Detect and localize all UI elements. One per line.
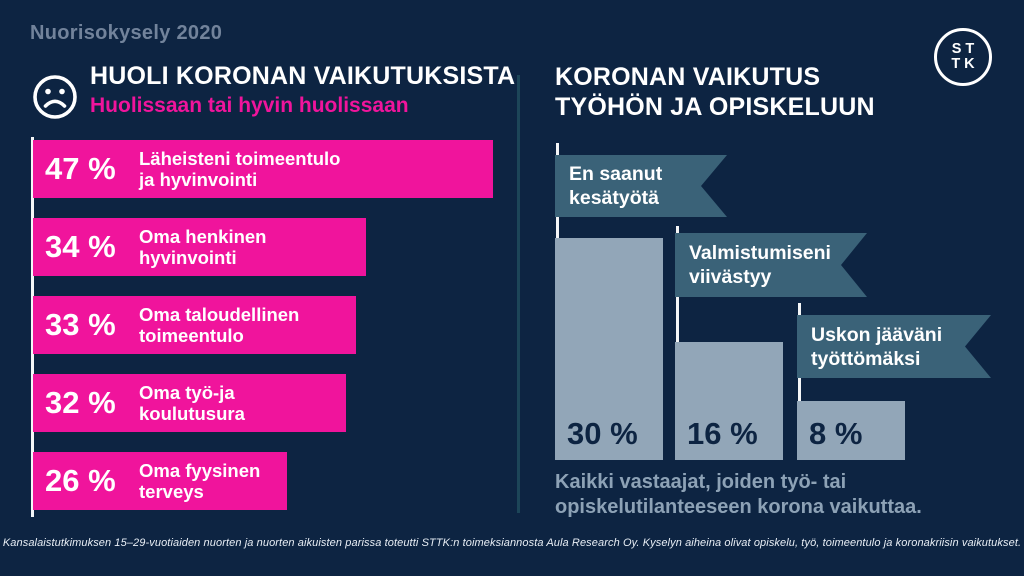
bar-value: 16 %: [687, 416, 758, 451]
bar-value: 34 %: [45, 229, 116, 264]
section-divider: [517, 75, 520, 513]
bar-label: Läheisteni toimeentulo ja hyvinvointi: [139, 148, 341, 190]
left-chart-subtitle: Huolissaan tai hyvin huolissaan: [90, 94, 409, 117]
right-chart-title: KORONAN VAIKUTUS TYÖHÖN JA OPISKELUUN: [555, 63, 875, 121]
vbar-uskon-jaavani-tyottomaksi: [797, 401, 905, 460]
hbar-oma-henkinen-hyvinvointi: 34 % Oma henkinen hyvinvointi: [33, 218, 366, 276]
bar-label: Oma taloudellinen toimeentulo: [139, 304, 300, 346]
source-footnote: Kansalaistutkimuksen 15–29-vuotiaiden nu…: [2, 537, 1022, 549]
left-chart-title: HUOLI KORONAN VAIKUTUKSISTA: [90, 62, 516, 90]
hbar-oma-taloudellinen-toimeentulo: 33 % Oma taloudellinen toimeentulo: [33, 296, 356, 354]
bar-label: Oma henkinen hyvinvointi: [139, 226, 267, 268]
bar-label: Oma työ-ja koulutusura: [139, 382, 245, 424]
sttk-logo-line2: TK: [951, 56, 979, 72]
hbar-oma-fyysinen-terveys: 26 % Oma fyysinen terveys: [33, 452, 287, 510]
bar-value: 47 %: [45, 151, 116, 186]
bar-label: Oma fyysinen terveys: [139, 460, 261, 502]
sttk-logo-line1: ST: [951, 41, 979, 57]
flag-label-uskon-jaavani-tyottomaksi: Uskon jääväni työttömäksi: [797, 315, 991, 378]
hbar-oma-tyo-ja-koulutusura: 32 % Oma työ-ja koulutusura: [33, 374, 346, 432]
left-axis-line: [31, 137, 34, 517]
survey-name: Nuorisokysely 2020: [30, 22, 223, 44]
sad-face-icon: [33, 75, 77, 119]
bar-value: 8 %: [809, 416, 863, 451]
bar-value: 32 %: [45, 385, 116, 420]
flag-label-en-saanut-kesatyota: En saanut kesätyötä: [555, 155, 727, 217]
right-chart-caption: Kaikki vastaajat, joiden työ- tai opiske…: [555, 471, 922, 518]
bar-value: 30 %: [567, 416, 638, 451]
sttk-logo: ST TK: [934, 28, 992, 86]
bar-value: 26 %: [45, 463, 116, 498]
vbar-en-saanut-kesatyota: [555, 238, 663, 460]
left-chart-header: HUOLI KORONAN VAIKUTUKSISTA Huolissaan t…: [90, 62, 515, 118]
hbar-laheisteni-toimeentulo: 47 % Läheisteni toimeentulo ja hyvinvoin…: [33, 140, 493, 198]
bar-value: 33 %: [45, 307, 116, 342]
flag-label-valmistumiseni-viivastyy: Valmistumiseni viivästyy: [675, 233, 867, 297]
vbar-valmistumiseni-viivastyy: [675, 342, 783, 460]
